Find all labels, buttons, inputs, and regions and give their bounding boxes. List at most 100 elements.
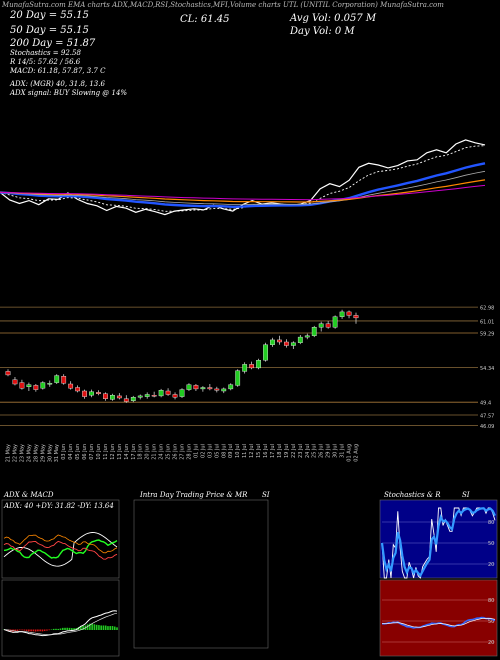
- date-tick-label: 12 Jun: [110, 444, 116, 460]
- rsi-tick-label: 80: [488, 598, 494, 604]
- candle-body: [249, 364, 254, 369]
- candle-body: [75, 387, 81, 392]
- price-axis-label: 62.98: [480, 306, 494, 312]
- date-tick-label: 18 Jul: [277, 444, 283, 458]
- adx-summary: ADX: (MGR) 40, 31.8, 13.6: [10, 80, 105, 88]
- date-tick-label: 23 May: [19, 444, 25, 462]
- intraday-si-label: SI: [262, 491, 270, 499]
- candle-body: [89, 391, 94, 396]
- date-tick-label: 22 May: [12, 444, 18, 462]
- ema-30-line: [0, 170, 486, 206]
- date-tick-label: 15 Jul: [256, 444, 262, 458]
- macd-histogram-bar: [93, 624, 96, 630]
- rsi-tick-label: 20: [488, 640, 494, 646]
- candle-body: [82, 390, 87, 397]
- date-tick-label: 03 Jul: [207, 444, 213, 458]
- intraday-panel-title: Intra Day Trading Price & MR: [140, 491, 248, 499]
- date-tick-label: 14 Jun: [124, 444, 130, 460]
- rsi-label: R 14/5: 57.62 / 56.6: [10, 58, 81, 66]
- macd-histogram-bar: [61, 627, 64, 630]
- candle-body: [144, 394, 150, 397]
- macd-histogram-bar: [95, 624, 98, 630]
- macd-panel: [1, 579, 120, 657]
- adx-panel-title: ADX & MACD: [4, 491, 54, 499]
- date-tick-label: 01 Aug: [347, 444, 353, 462]
- ema50-label: 50 Day = 55.15: [10, 25, 89, 36]
- rsi-line: [381, 616, 496, 629]
- macd-histogram-bar: [104, 625, 107, 630]
- day-volume-label: Day Vol: 0 M: [290, 26, 355, 37]
- macd-histogram-bar: [98, 625, 100, 630]
- price-axis-label: 54.34: [480, 366, 494, 372]
- candle-body: [339, 311, 345, 317]
- date-tick-label: 05 Jun: [75, 444, 81, 460]
- date-tick-label: 12 Jul: [249, 444, 255, 458]
- minus-di-line: [3, 540, 118, 560]
- macd-label: MACD: 61.18, 57.87, 3.7 C: [10, 67, 106, 75]
- macd-histogram-bar: [71, 628, 73, 630]
- stochastics-label: Stochastics = 92.58: [10, 49, 81, 57]
- macd-histogram-bar: [82, 625, 84, 630]
- date-tick-label: 29 Jul: [326, 444, 332, 458]
- candle-body: [137, 395, 143, 398]
- macd-histogram-bar: [91, 623, 93, 630]
- macd-histogram-bar: [89, 623, 91, 630]
- candle-body: [277, 339, 282, 343]
- macd-histogram-bar: [14, 629, 17, 632]
- date-tick-label: 24 May: [26, 444, 32, 462]
- macd-histogram-bar: [102, 625, 105, 630]
- macd-histogram-bar: [57, 628, 60, 630]
- date-tick-label: 19 Jul: [284, 444, 290, 458]
- date-tick-label: 02 Aug: [354, 444, 360, 462]
- macd-histogram-bar: [55, 628, 57, 630]
- candle-body: [193, 385, 199, 390]
- adx-values-label: ADX: 40 +DY: 31.82 -DY: 13.64: [4, 502, 114, 510]
- date-tick-label: 10 Jun: [96, 444, 102, 460]
- macd-histogram-bar: [86, 624, 89, 630]
- date-tick-label: 09 Jul: [228, 444, 234, 458]
- macd-histogram-bar: [50, 629, 53, 630]
- main-chart: 62.98 61.01 59.29 54.34 49.4 47.57 46.09 21 May…: [0, 139, 494, 462]
- candle-body: [54, 375, 60, 383]
- candle-body: [130, 397, 136, 401]
- macd-histogram-bar: [41, 629, 44, 632]
- candle-body: [12, 379, 18, 385]
- stochastics-panel-title: Stochastics & R: [384, 491, 441, 499]
- ema-200-line: [0, 184, 486, 201]
- ema-50-line: [0, 179, 486, 203]
- macd-histogram-bar: [48, 629, 50, 631]
- macd-histogram-bar: [109, 626, 112, 630]
- price-axis-label: 61.01: [480, 319, 494, 325]
- candle-body: [96, 392, 101, 394]
- candle-body: [346, 311, 352, 316]
- date-tick-label: 01 Jul: [193, 444, 199, 458]
- date-tick-label: 06 Jun: [82, 444, 88, 460]
- stochastics-k-line: [381, 507, 496, 579]
- candle-body: [172, 394, 178, 398]
- candle-body: [61, 376, 67, 384]
- date-tick-label: 30 May: [47, 444, 53, 462]
- date-tick-label: 25 Jun: [166, 444, 172, 460]
- date-tick-label: 11 Jun: [103, 444, 109, 460]
- date-tick-label: 10 Jul: [235, 444, 241, 458]
- candle-body: [47, 383, 53, 385]
- macd-histogram-bar: [52, 628, 55, 630]
- date-tick-label: 17 Jul: [270, 444, 276, 458]
- macd-histogram-bar: [32, 629, 35, 632]
- macd-histogram-bar: [100, 625, 102, 630]
- candle-body: [165, 390, 171, 395]
- macd-histogram-bar: [75, 628, 78, 630]
- date-tick-label: 17 Jun: [131, 444, 137, 460]
- macd-histogram-bar: [107, 626, 109, 630]
- macd-histogram-bar: [34, 629, 37, 632]
- macd-histogram-bar: [113, 626, 116, 630]
- avg-volume-label: Avg Vol: 0.057 M: [290, 13, 377, 24]
- candle-body: [19, 382, 25, 389]
- date-tick-label: 24 Jun: [159, 444, 165, 460]
- date-tick-label: 31 May: [54, 444, 60, 462]
- date-tick-label: 20 Jun: [145, 444, 151, 460]
- macd-histogram-bar: [39, 629, 41, 632]
- date-tick-label: 30 Jul: [333, 444, 339, 458]
- candle-body: [200, 387, 206, 390]
- intraday-panel: [133, 499, 269, 649]
